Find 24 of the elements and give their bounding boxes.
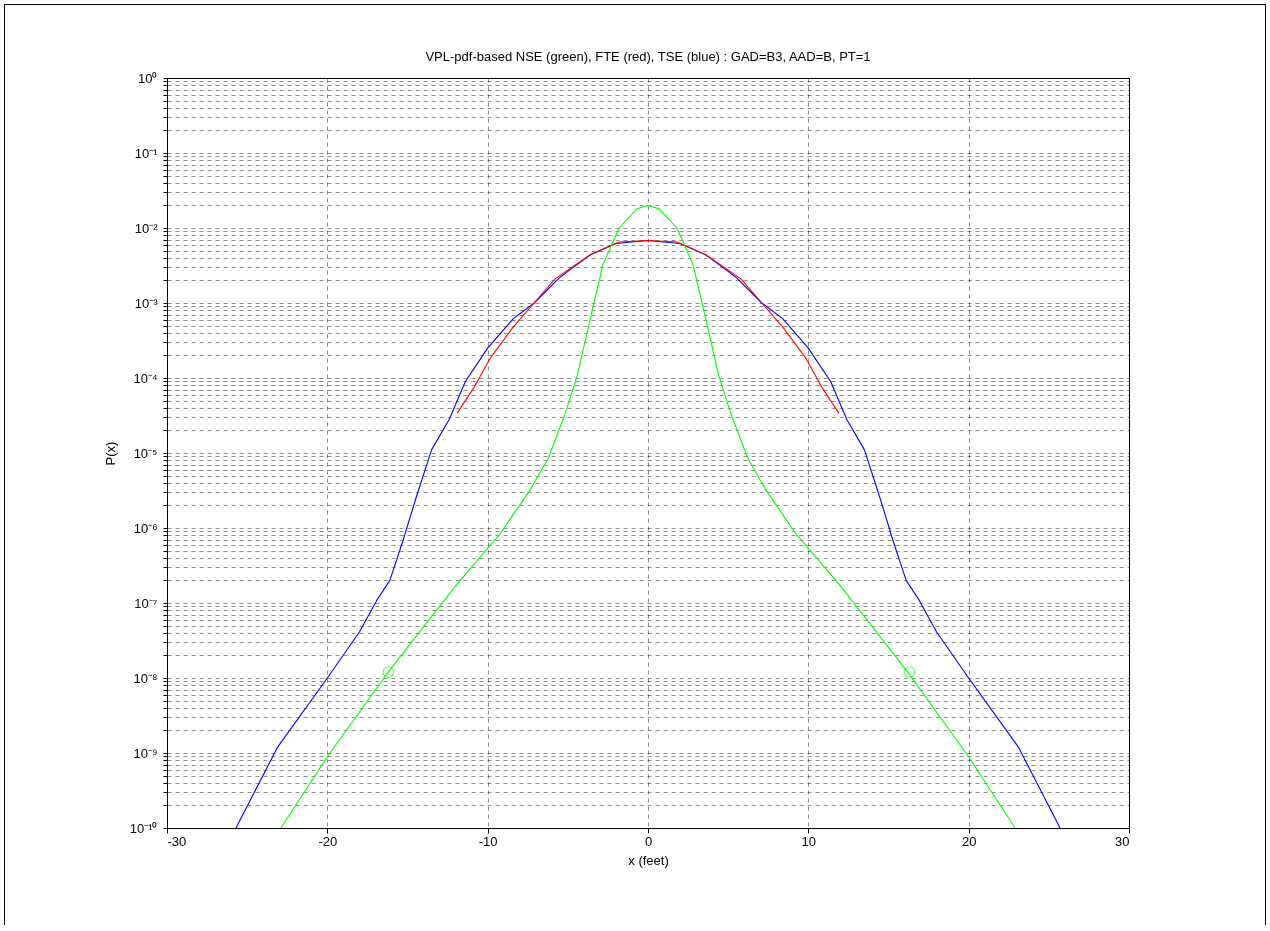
y-tick-label: 10⁻⁹ [133, 745, 158, 761]
y-tick-label: 10⁻⁷ [134, 595, 158, 611]
y-tick-label: 10⁻⁴ [133, 370, 158, 386]
line-series [280, 204, 1016, 829]
x-tick-label: -30 [167, 833, 187, 849]
y-tick-label: 10⁻⁸ [133, 670, 158, 686]
y-tick-label: 10⁻¹⁰ [129, 820, 158, 836]
y-tick-label: 10⁻⁶ [133, 520, 158, 536]
chart-title: VPL-pdf-based NSE (green), FTE (red), TSE (blue) : GAD=B3, AAD=B, PT=1 [425, 49, 871, 64]
line-series [456, 240, 840, 414]
y-tick-label: 10⁻³ [134, 295, 159, 311]
line-series [235, 240, 1061, 829]
y-tick-label: 10⁰ [138, 70, 158, 86]
x-tick-label: 20 [961, 833, 977, 849]
y-axis-title: P(x) [102, 441, 118, 466]
x-tick-label: 0 [644, 833, 653, 849]
x-tick-label: -10 [478, 833, 498, 849]
x-axis-title: x (feet) [628, 852, 669, 868]
x-tick-label: -20 [318, 833, 338, 849]
x-tick-label: 30 [1115, 833, 1130, 849]
y-tick-label: 10⁻¹ [134, 145, 159, 161]
x-tick-label: 10 [801, 833, 817, 849]
y-tick-label: 10⁻² [134, 220, 159, 236]
y-tick-label: 10⁻⁵ [133, 445, 158, 461]
